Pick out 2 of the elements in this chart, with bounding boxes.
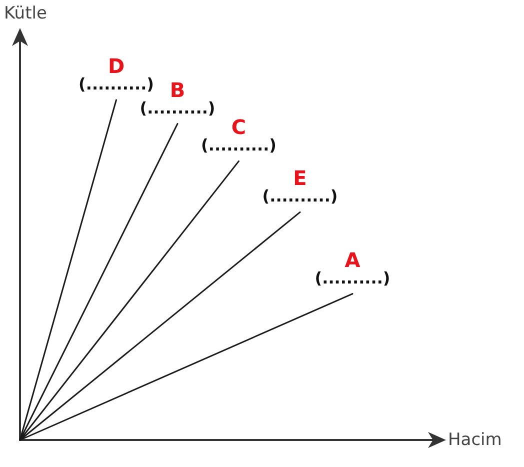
x-axis-title: Hacim	[448, 430, 502, 450]
y-axis-title: Kütle	[4, 4, 47, 24]
